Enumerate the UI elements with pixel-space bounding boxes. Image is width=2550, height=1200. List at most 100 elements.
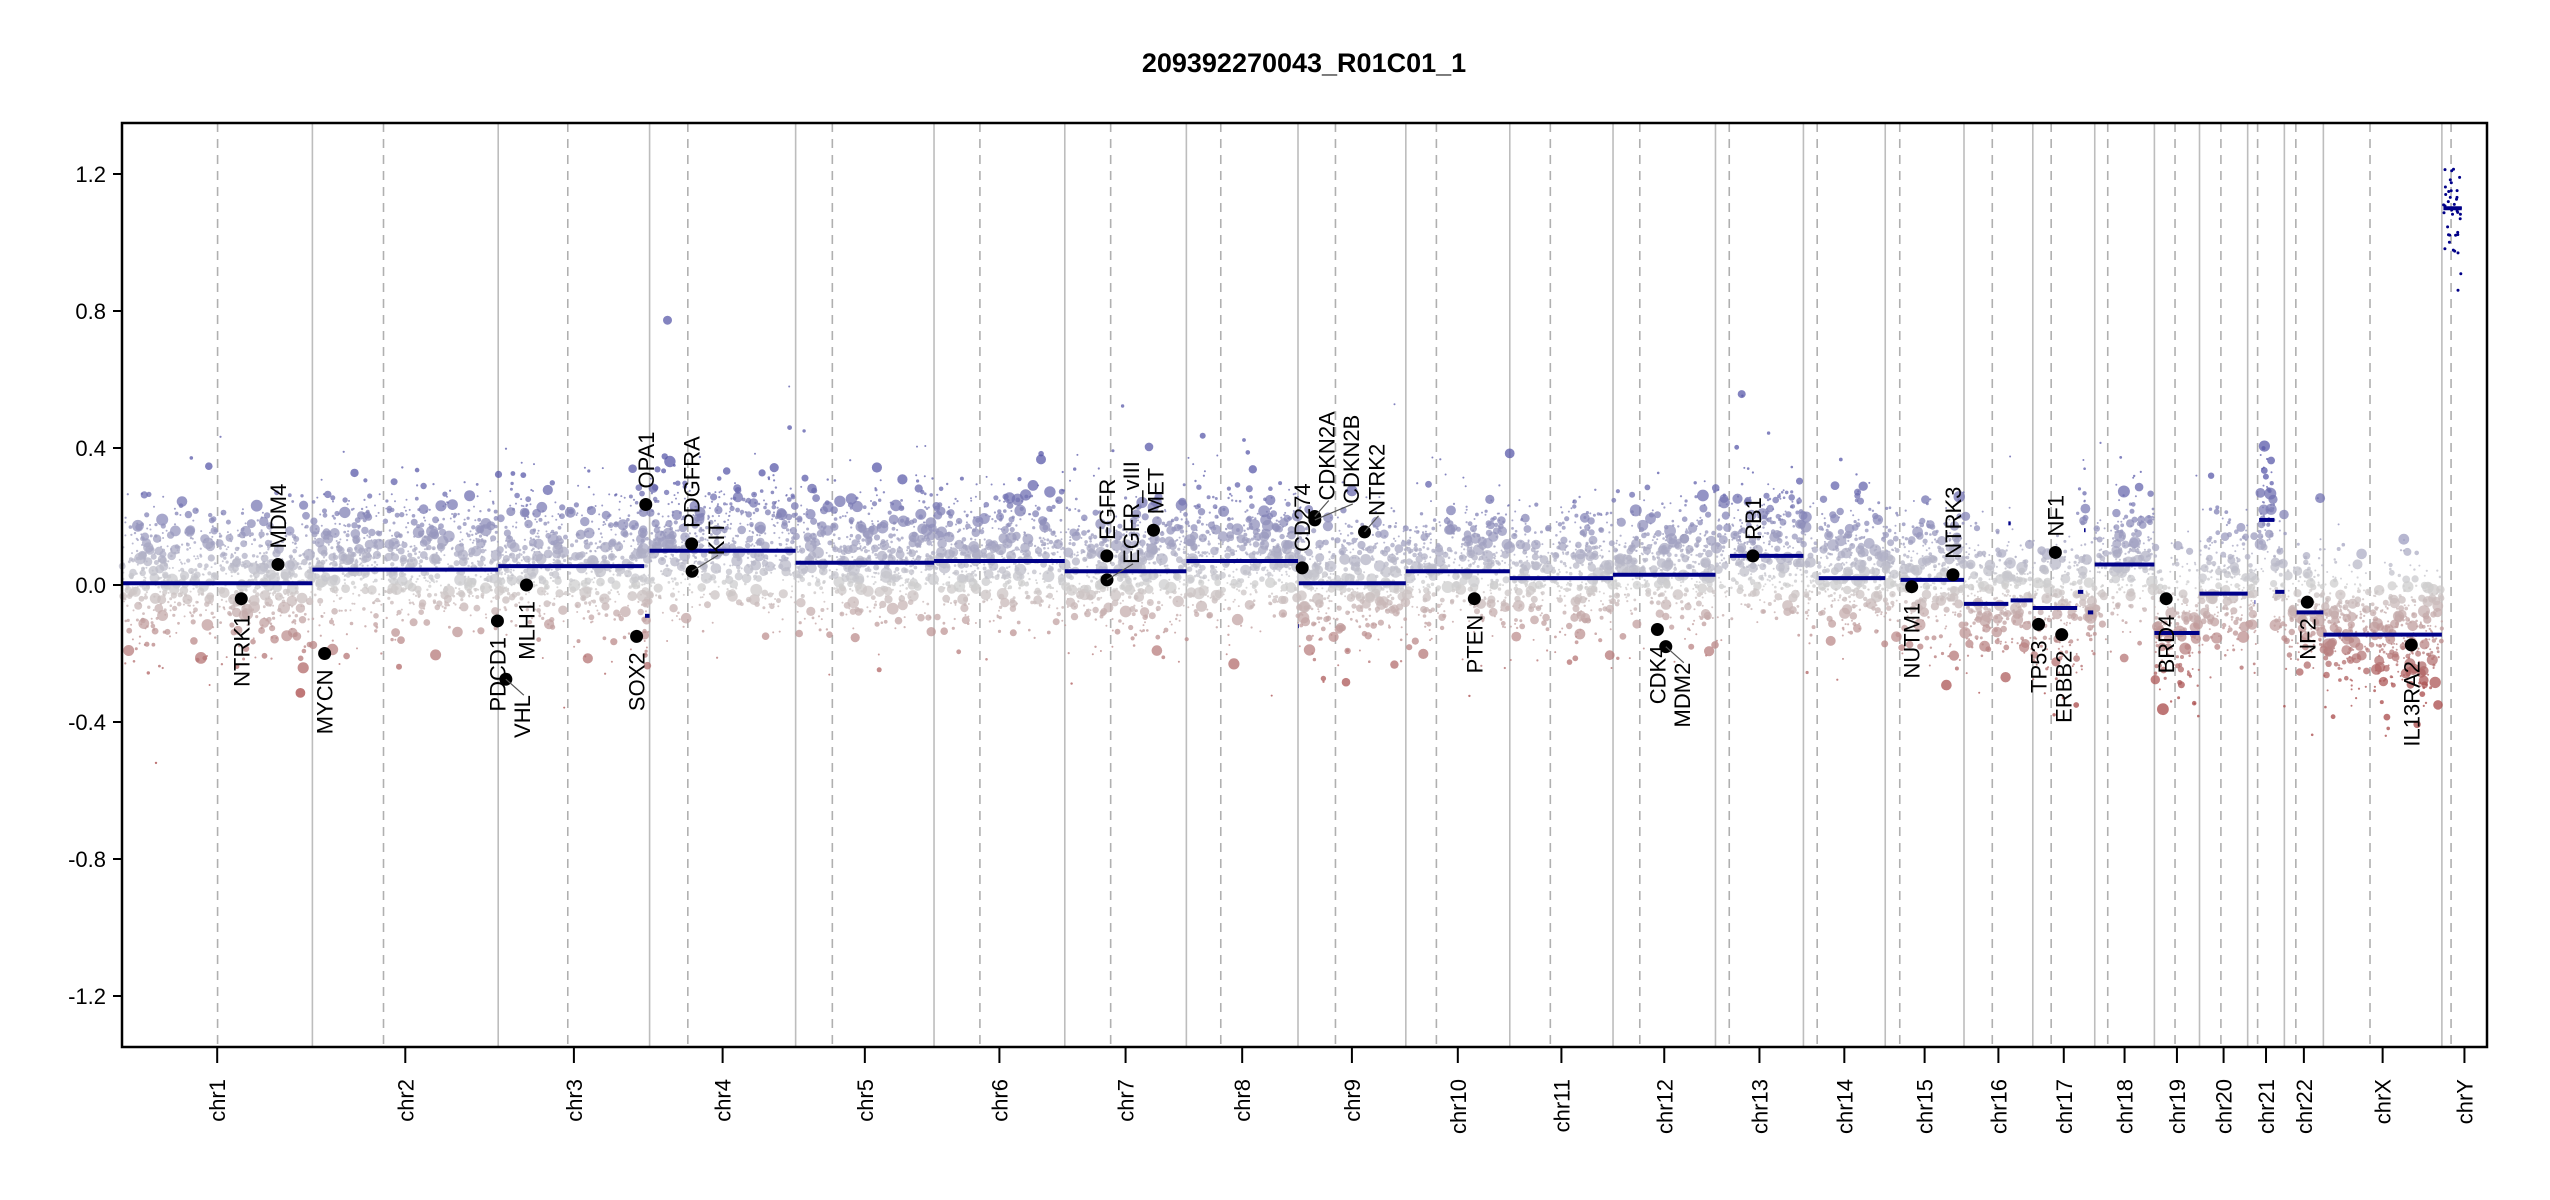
probe-point <box>998 609 1000 612</box>
probe-point <box>426 580 429 583</box>
probe-point <box>795 517 798 521</box>
probe-point <box>1076 595 1080 598</box>
probe-point <box>1254 589 1257 592</box>
probe-point <box>981 554 984 557</box>
probe-point <box>790 539 795 545</box>
probe-point <box>309 571 312 574</box>
probe-point <box>828 673 831 676</box>
probe-point <box>516 591 521 596</box>
probe-point <box>754 571 758 575</box>
probe-point <box>1166 544 1172 550</box>
probe-point <box>290 591 293 594</box>
probe-point <box>590 506 593 509</box>
probe-point <box>897 572 900 575</box>
probe-point <box>592 493 595 496</box>
probe-point <box>837 537 841 540</box>
probe-point <box>435 500 447 512</box>
probe-point <box>1222 541 1224 544</box>
probe-point <box>1215 547 1219 551</box>
probe-point <box>1028 577 1031 581</box>
probe-point <box>781 519 788 526</box>
probe-point <box>727 519 730 521</box>
probe-point <box>547 521 550 524</box>
probe-point <box>192 519 195 522</box>
probe-point <box>230 563 234 567</box>
probe-point <box>948 547 959 557</box>
probe-point <box>446 495 448 498</box>
probe-point <box>1245 586 1248 589</box>
probe-point <box>357 527 360 530</box>
probe-point <box>800 549 803 552</box>
probe-point <box>363 583 369 588</box>
probe-point <box>702 532 705 536</box>
probe-point <box>504 447 508 450</box>
probe-point <box>820 608 825 612</box>
probe-point <box>889 577 892 580</box>
probe-point <box>643 640 646 642</box>
probe-point <box>811 575 814 578</box>
probe-point <box>1048 564 1051 567</box>
probe-point <box>417 556 420 559</box>
probe-point <box>926 602 930 606</box>
probe-point <box>254 656 257 659</box>
probe-point <box>849 573 852 576</box>
probe-point <box>1273 570 1276 572</box>
probe-point <box>433 564 436 566</box>
probe-point <box>598 513 601 516</box>
probe-point <box>1285 570 1288 573</box>
probe-point <box>258 531 265 538</box>
probe-point <box>629 648 632 651</box>
probe-point <box>608 569 612 573</box>
probe-point <box>1038 536 1042 540</box>
probe-point <box>1349 551 1352 554</box>
probe-point <box>291 500 295 503</box>
probe-point <box>620 529 628 537</box>
probe-point <box>583 466 586 469</box>
probe-point <box>430 649 442 661</box>
probe-point <box>1056 607 1059 610</box>
probe-point <box>800 504 803 507</box>
probe-point <box>471 582 475 585</box>
probe-point <box>761 589 769 597</box>
probe-point <box>880 621 884 624</box>
probe-point <box>238 558 241 561</box>
probe-point <box>586 591 589 594</box>
probe-point <box>772 592 774 595</box>
probe-point <box>580 595 587 602</box>
probe-point <box>267 544 271 549</box>
probe-point <box>607 576 615 584</box>
probe-point <box>708 519 714 525</box>
probe-point <box>601 536 603 539</box>
probe-point <box>996 512 1004 521</box>
probe-point <box>1037 484 1040 487</box>
probe-point <box>354 546 358 551</box>
probe-point <box>795 546 798 549</box>
probe-point <box>527 619 533 625</box>
probe-point <box>356 541 358 544</box>
probe-point <box>275 636 278 640</box>
probe-point <box>124 534 127 537</box>
probe-point <box>128 572 135 579</box>
probe-point <box>937 585 945 593</box>
probe-point <box>614 493 617 497</box>
probe-point <box>1061 489 1064 492</box>
probe-point <box>501 577 505 580</box>
probe-point <box>704 495 707 498</box>
probe-point <box>961 541 964 544</box>
probe-point <box>1059 518 1063 522</box>
probe-point <box>723 502 727 506</box>
probe-point <box>929 616 932 619</box>
probe-point <box>874 591 877 593</box>
probe-point <box>1000 597 1010 608</box>
probe-point <box>916 479 920 483</box>
probe-point <box>378 593 381 596</box>
probe-point <box>136 563 139 566</box>
probe-point <box>849 578 852 581</box>
probe-point <box>723 493 726 496</box>
probe-point <box>457 589 465 597</box>
probe-point <box>695 535 698 538</box>
probe-point <box>303 548 315 561</box>
probe-point <box>480 556 486 562</box>
probe-point <box>1095 564 1098 567</box>
probe-point <box>802 521 805 524</box>
